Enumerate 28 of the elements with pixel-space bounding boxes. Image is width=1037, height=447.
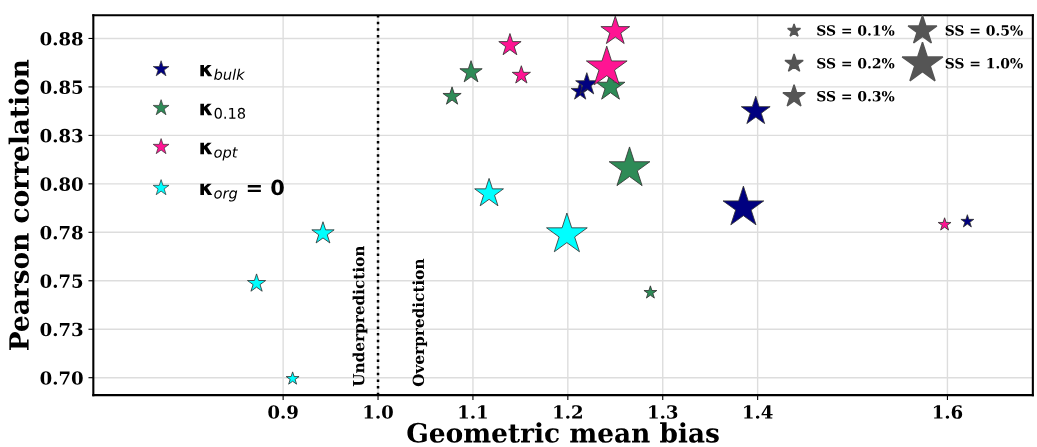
legend-label: κ$_{bulk}$ (200, 64, 246, 80)
y-tick-label: 0.85 (40, 80, 83, 95)
annotation: Overprediction (412, 258, 428, 387)
y-tick-label: 0.70 (40, 371, 83, 385)
y-tick-label: 0.78 (40, 225, 83, 240)
legend-label: κ$_{opt}$ (200, 142, 238, 161)
legend-label: SS = 0.1% (817, 25, 895, 36)
legend-label: SS = 0.2% (817, 58, 895, 69)
legend-label: SS = 1.0% (945, 58, 1023, 69)
x-tick-label: 1.6 (933, 405, 963, 419)
x-tick-label: 1.2 (554, 405, 582, 419)
y-tick-label: 0.73 (40, 322, 83, 337)
y-tick-label: 0.88 (40, 31, 83, 46)
legend-label: κ$_{org}$ = 0 (200, 179, 284, 202)
x-tick-label: 0.9 (268, 405, 298, 419)
x-axis-title: Geometric mean bias (407, 422, 719, 443)
legend-label: SS = 0.3% (817, 90, 895, 102)
x-tick-label: 1.1 (459, 405, 487, 419)
legend-label: κ$_{0.18}$ (200, 103, 246, 119)
x-tick-label: 1.0 (364, 405, 393, 419)
legend-label: SS = 0.5% (945, 25, 1023, 36)
y-tick-label: 0.80 (40, 177, 83, 191)
x-tick-label: 1.3 (649, 405, 678, 419)
x-tick-label: 1.4 (744, 405, 773, 419)
y-axis-title: Pearson correlation (8, 59, 29, 351)
y-tick-label: 0.75 (40, 274, 83, 288)
annotation: Underprediction (352, 245, 368, 387)
y-tick-label: 0.83 (40, 128, 83, 143)
